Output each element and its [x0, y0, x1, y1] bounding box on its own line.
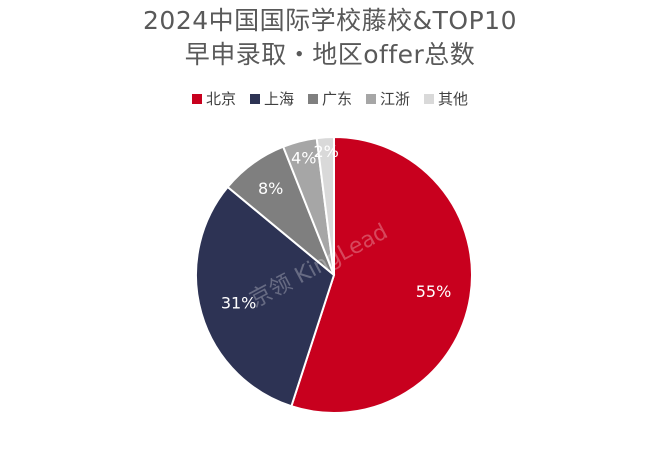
legend-label-shanghai: 上海: [263, 90, 294, 108]
pie-labels: 55% 31% 8% 4%2%: [221, 142, 451, 313]
legend-item-other: 其他: [424, 88, 468, 109]
legend-swatch-shanghai: [249, 93, 260, 104]
legend-item-beijing: 北京: [191, 88, 236, 109]
legend-item-shanghai: 上海: [249, 88, 294, 109]
legend-label-guangdong: 广东: [321, 90, 352, 108]
pie-slice-shanghai: [195, 185, 336, 408]
slice-label-beijing: 55%: [416, 282, 452, 301]
legend: 北京 上海 广东 江浙 其他: [0, 88, 660, 109]
legend-label-jiangzhe: 江浙: [380, 90, 411, 108]
chart-title-block: 2024中国国际学校藤校&TOP10 早申录取・地区offer总数: [0, 4, 660, 72]
legend-swatch-guangdong: [307, 93, 318, 104]
pie-slices: [195, 135, 473, 414]
legend-swatch-beijing: [191, 93, 202, 104]
pie-slice-other: [315, 135, 335, 276]
chart-subtitle: 早申录取・地区offer总数: [184, 40, 476, 69]
legend-label-other: 其他: [438, 90, 469, 108]
legend-item-jiangzhe: 江浙: [366, 88, 410, 109]
chart-title: 2024中国国际学校藤校&TOP10: [143, 6, 517, 35]
legend-swatch-other: [424, 93, 435, 104]
legend-label-beijing: 北京: [205, 90, 236, 108]
legend-swatch-jiangzhe: [366, 93, 376, 104]
legend-item-guangdong: 广东: [307, 88, 352, 109]
slice-label-jiangzhe: 4%: [291, 148, 316, 167]
pie-slice-beijing: [290, 135, 473, 414]
slice-label-shanghai: 31%: [221, 294, 257, 313]
slice-label-guangdong: 8%: [258, 179, 283, 198]
slice-label-other: 2%: [314, 142, 339, 161]
